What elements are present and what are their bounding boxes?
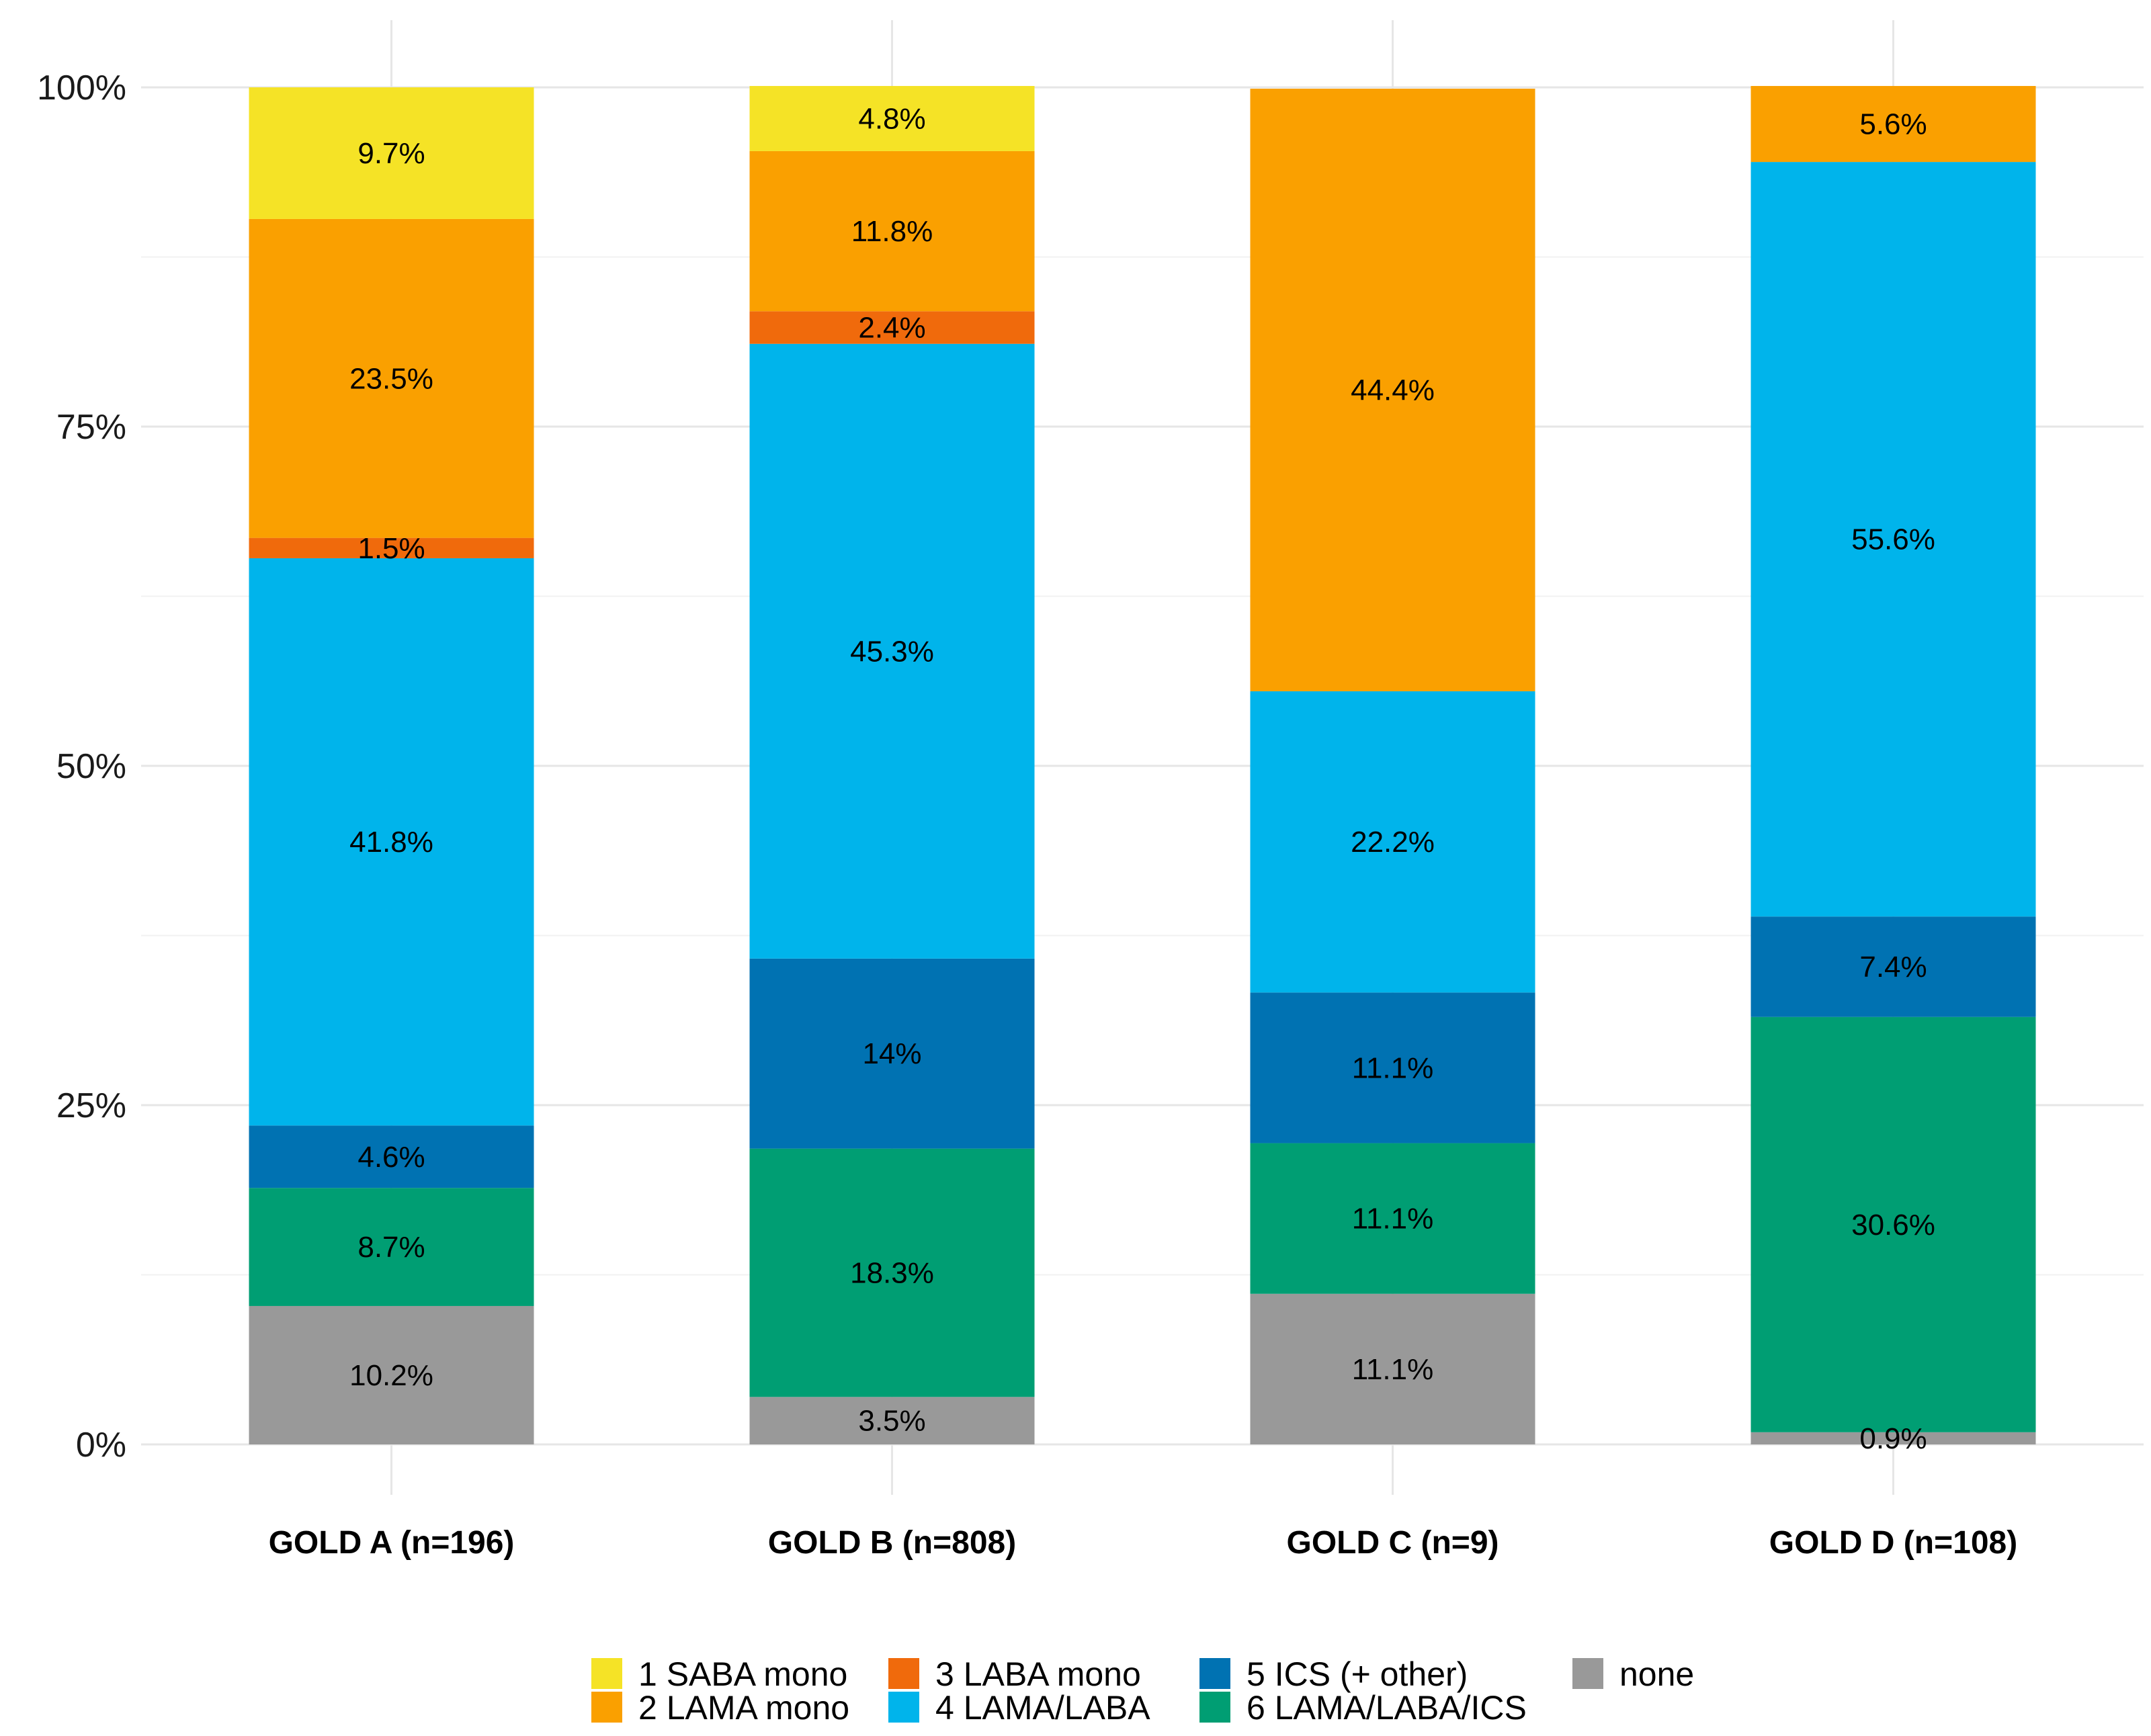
bar-segment-label: 11.8% [851,215,933,248]
bar-segment-label: 14% [862,1037,921,1070]
bar-segment-label: 3.5% [858,1405,925,1438]
bar-segment [249,87,534,219]
legend-item: 4 LAMA/LABA [888,1689,1150,1727]
x-tick-label: GOLD A (n=196) [269,1525,515,1561]
legend-label: 5 ICS (+ other) [1247,1655,1468,1693]
bar-stack: 3.5% 18.3% 14% 45.3% 2.4% 11.8% 4.8% [749,85,1035,1444]
x-tick-label: GOLD C (n=9) [1286,1525,1499,1561]
x-tick-label: GOLD B (n=808) [768,1525,1016,1561]
bar-segment [749,85,1035,151]
bar-segment-label: 30.6% [1851,1209,1935,1242]
bar-segment-label: 2.4% [858,312,925,345]
bar-segment [249,1305,534,1444]
bar-segment [749,1397,1035,1444]
legend-item: 5 ICS (+ other) [1199,1655,1468,1693]
bar-segment [1250,1143,1535,1294]
y-tick-label: 25% [56,1086,126,1125]
bar-segment [749,343,1035,959]
bar-segment-label: 1.5% [357,532,425,565]
bar-segment-label: 45.3% [850,635,934,668]
bar-segment-label: 55.6% [1851,523,1935,556]
bar-segment-label: 10.2% [349,1359,433,1392]
bar-segment-label: 11.1% [1352,1353,1434,1386]
legend-label: 2 LAMA mono [638,1689,849,1727]
legend-item: 1 SABA mono [591,1655,847,1693]
bar-segment [1250,691,1535,993]
legend-key [888,1692,919,1723]
legend-label: 6 LAMA/LABA/ICS [1247,1689,1527,1727]
bar-segment-label: 41.8% [349,826,433,859]
bar-segment-label: 4.6% [357,1141,425,1174]
legend-item: 6 LAMA/LABA/ICS [1199,1689,1527,1727]
legend-key [1199,1692,1230,1723]
bar-segment [249,1125,534,1188]
bar-segment-label: 8.7% [357,1231,425,1264]
y-axis: 0% 25% 50% 75% 100% [37,69,126,1465]
bar-segment [249,558,534,1126]
legend-label: 3 LABA mono [935,1655,1141,1693]
legend-key [591,1692,622,1723]
bar-segment-label: 11.1% [1352,1203,1434,1235]
bar-segment [1751,162,2036,917]
bar-segment [749,1148,1035,1397]
legend-label: 1 SABA mono [638,1655,847,1693]
bar-segment [249,218,534,538]
bar-segment [249,1188,534,1306]
legend-key [1572,1658,1603,1689]
bar-segment [249,537,534,558]
bar-segment-label: 7.4% [1859,951,1927,984]
bar-segment [749,150,1035,312]
bar-segment-label: 23.5% [349,362,433,395]
bar-segment [1751,1432,2036,1444]
y-tick-label: 75% [56,408,126,447]
legend-key [888,1658,919,1689]
bar-segment [1250,1293,1535,1444]
bar-segment [1751,85,2036,163]
bar-segment [1751,916,2036,1017]
bars: 10.2% 8.7% 4.6% 41.8% 1.5% 23.5% 9.7% 3.5% 18.3%… [249,85,2036,1455]
legend-label: none [1619,1655,1694,1693]
bar-segment [1250,992,1535,1143]
y-tick-label: 0% [76,1426,126,1465]
legend-item: none [1572,1655,1694,1693]
legend-key [1199,1658,1230,1689]
x-tick-label: GOLD D (n=108) [1769,1525,2017,1561]
y-tick-label: 50% [56,747,126,786]
legend-item: 3 LABA mono [888,1655,1141,1693]
bar-segment-label: 0.9% [1859,1422,1927,1455]
bar-segment [1751,1016,2036,1432]
bar-stack: 11.1% 11.1% 11.1% 22.2% 44.4% [1250,89,1535,1444]
bar-segment-label: 22.2% [1351,826,1435,859]
bar-segment [749,958,1035,1149]
bar-segment [749,311,1035,344]
bar-segment-label: 11.1% [1352,1051,1434,1084]
bar-segment-label: 4.8% [858,102,925,135]
bar-segment-label: 9.7% [357,137,425,170]
legend-label: 4 LAMA/LABA [935,1689,1150,1727]
bar-stack: 10.2% 8.7% 4.6% 41.8% 1.5% 23.5% 9.7% [249,87,534,1444]
x-axis: GOLD A (n=196) GOLD B (n=808) GOLD C (n=9)… [269,1525,2018,1561]
legend-key [591,1658,622,1689]
legend-item: 2 LAMA mono [591,1689,849,1727]
bar-stack: 0.9% 30.6% 7.4% 55.6% 5.6% [1751,85,2036,1455]
bar-segment [1250,89,1535,691]
bar-segment-label: 5.6% [1859,108,1927,141]
bar-segment-label: 18.3% [850,1256,934,1289]
bar-segment-label: 44.4% [1351,374,1435,406]
y-tick-label: 100% [37,69,126,107]
